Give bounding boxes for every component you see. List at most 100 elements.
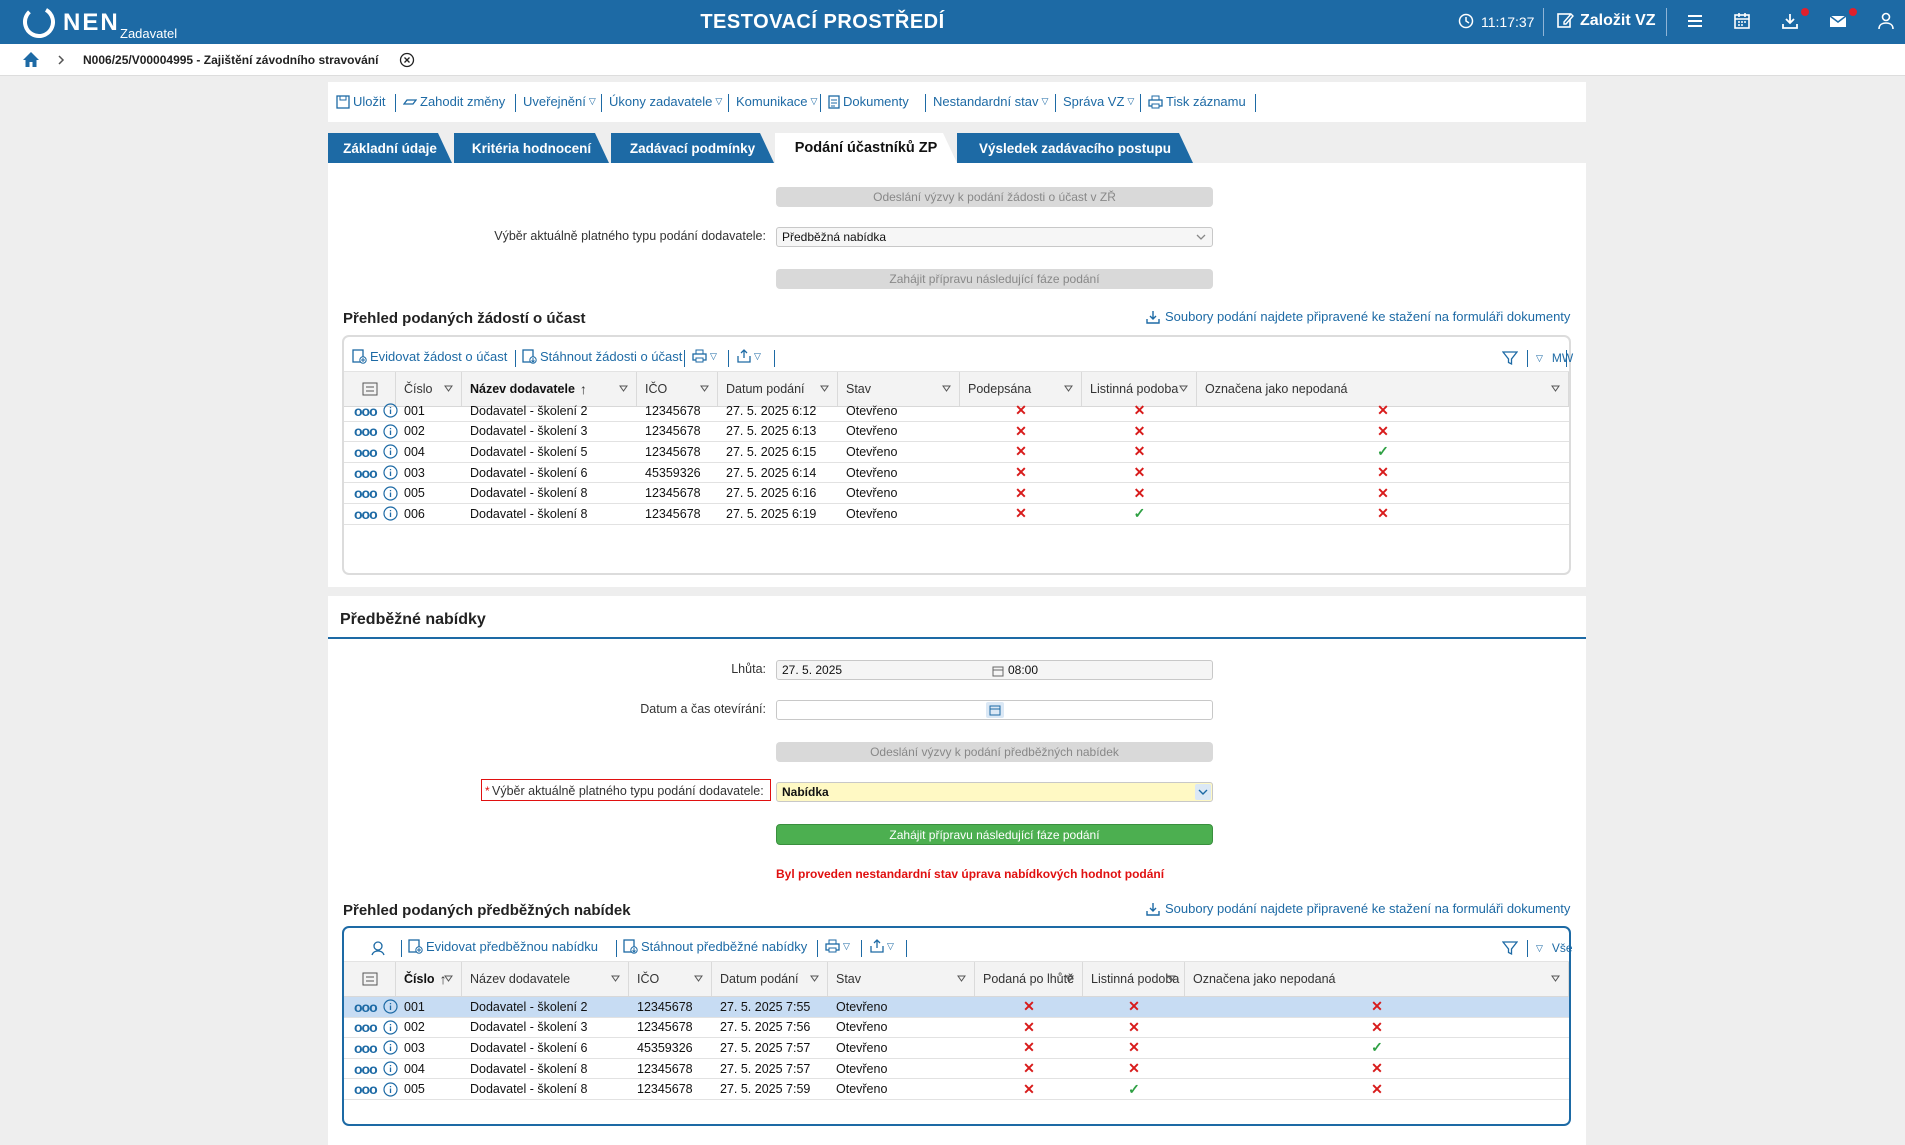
column-filter-icon[interactable] [1065,975,1074,982]
column-header-4[interactable]: Datum podání [712,962,828,996]
tab-zakladni-udaje[interactable]: Základní údaje [328,133,452,163]
column-header-6[interactable]: Podepsána [960,372,1082,406]
sort-ascending-icon[interactable]: ↑ [439,971,447,987]
info-icon[interactable] [383,506,398,521]
more-options-icon[interactable]: ooo [354,485,378,502]
column-header-5[interactable]: Stav [838,372,960,406]
column-filter-icon[interactable] [694,975,703,982]
user-icon[interactable] [1877,12,1895,30]
column-filter-icon[interactable] [810,975,819,982]
column-header-5[interactable]: Stav [828,962,975,996]
column-header-2[interactable]: Název dodavatele [462,962,629,996]
column-header-4[interactable]: Datum podání [718,372,838,406]
column-filter-icon[interactable] [1064,385,1073,392]
odeslani-vyzvy-zadost-button[interactable]: Odeslání výzvy k podání žádosti o účast … [776,187,1213,207]
table-row[interactable]: ooo 001 Dodavatel - školení 2 12345678 27. 5… [344,997,1569,1018]
column-filter-icon[interactable] [820,385,829,392]
table-row[interactable]: ooo 001 Dodavatel - školení 2 12345678 27. 5… [344,401,1569,422]
home-icon[interactable] [22,51,40,68]
ukony-zadavatele-menu[interactable]: Úkony zadavatele ▽ [609,94,723,109]
column-filter-icon[interactable] [957,975,966,982]
column-header-6[interactable]: Podaná po lhůtě [975,962,1083,996]
column-filter-icon[interactable] [700,385,709,392]
column-filter-icon[interactable] [619,385,628,392]
column-header-3[interactable]: IČO [637,372,718,406]
column-header-8[interactable]: Označena jako nepodaná [1197,372,1569,406]
zahajit-pripravu-button[interactable]: Zahájit přípravu následující fáze podání [776,824,1213,845]
sort-ascending-icon[interactable]: ↑ [579,381,587,397]
more-options-icon[interactable]: ooo [354,998,378,1015]
column-header-8[interactable]: Označena jako nepodaná [1185,962,1569,996]
save-button[interactable]: Uložit [336,94,386,109]
more-options-icon[interactable]: ooo [354,505,378,522]
column-header-3[interactable]: IČO [629,962,712,996]
edit-icon[interactable] [1556,11,1574,29]
more-options-icon[interactable]: ooo [354,1019,378,1036]
column-filter-icon[interactable] [942,385,951,392]
table-row[interactable]: ooo 006 Dodavatel - školení 8 12345678 27. 5… [344,504,1569,525]
table-row[interactable]: ooo 003 Dodavatel - školení 6 45359326 27. 5… [344,1038,1569,1059]
info-icon[interactable] [383,1061,398,1076]
calendar-icon[interactable] [992,665,1004,677]
evidovat-nabidku-button[interactable]: Evidovat předběžnou nabídku [408,939,598,954]
stahnout-nabidky-button[interactable]: Stáhnout předběžné nabídky [623,939,807,954]
download-icon[interactable] [1781,12,1799,30]
soubory-dokumenty-link[interactable]: Soubory podání najdete připravené ke sta… [1146,309,1570,324]
tab-zadavaci-podminky[interactable]: Zadávací podmínky [611,133,774,163]
discard-changes-button[interactable]: Zahodit změny [403,94,505,109]
column-filter-icon[interactable] [1551,975,1560,982]
column-header-2[interactable]: Název dodavatele ↑ [462,372,637,406]
table-row[interactable]: ooo 005 Dodavatel - školení 8 12345678 27. 5… [344,1079,1569,1100]
nestandardni-stav-menu[interactable]: Nestandardní stav ▽ [933,94,1049,109]
info-icon[interactable] [383,1082,398,1097]
column-header-7[interactable]: Listinná podoba [1082,372,1197,406]
more-options-icon[interactable]: ooo [354,1039,378,1056]
breadcrumb-current[interactable]: N006/25/V00004995 - Zajištění závodního … [83,53,379,67]
tab-podani-ucastniku[interactable]: Podání účastníků ZP [775,133,957,163]
menu-icon[interactable] [1686,12,1704,30]
more-options-icon[interactable]: ooo [354,1081,378,1098]
evidovat-zadost-button[interactable]: Evidovat žádost o účast [352,349,507,364]
filter-icon[interactable] [1502,350,1518,366]
info-icon[interactable] [383,999,398,1014]
info-icon[interactable] [383,465,398,480]
komunikace-menu[interactable]: Komunikace ▽ [736,94,818,109]
vyber-typu-select[interactable]: Předběžná nabídka [776,227,1213,247]
dropdown-button[interactable] [1195,784,1211,800]
info-icon[interactable] [383,403,398,418]
more-options-icon[interactable]: ooo [354,423,378,440]
table-row[interactable]: ooo 002 Dodavatel - školení 3 12345678 27. 5… [344,422,1569,443]
close-icon[interactable] [399,52,415,68]
print-menu[interactable]: ▽ [692,349,717,363]
tab-vysledek-zadavaciho-postupu[interactable]: Výsledek zadávacího postupu [957,133,1193,163]
more-options-icon[interactable]: ooo [354,1060,378,1077]
zalozit-vz-button[interactable]: Založit VZ [1580,12,1656,29]
column-header-1[interactable]: Číslo [396,372,462,406]
column-filter-icon[interactable] [1167,975,1176,982]
table-row[interactable]: ooo 003 Dodavatel - školení 6 45359326 27. 5… [344,463,1569,484]
stahnout-zadosti-button[interactable]: Stáhnout žádosti o účast [522,349,682,364]
info-icon[interactable] [383,444,398,460]
column-filter-icon[interactable] [611,975,620,982]
view-select[interactable]: ▽ Vše [1536,941,1573,955]
calendar-icon[interactable] [1733,12,1751,30]
column-header-1[interactable]: Číslo ↑ [396,962,462,996]
export-menu[interactable]: ▽ [870,939,894,953]
column-settings[interactable] [344,372,396,406]
info-icon[interactable] [383,424,398,439]
print-menu[interactable]: ▽ [825,939,850,953]
filter-icon[interactable] [1502,940,1518,956]
table-row[interactable]: ooo 002 Dodavatel - školení 3 12345678 27. 5… [344,1018,1569,1039]
more-options-icon[interactable]: ooo [354,464,378,481]
info-icon[interactable] [383,486,398,501]
user-group-icon[interactable] [370,940,386,956]
column-settings[interactable] [344,962,396,996]
mail-icon[interactable] [1829,12,1847,30]
column-filter-icon[interactable] [444,385,453,392]
more-options-icon[interactable]: ooo [354,402,378,419]
zahajit-pripravu-button[interactable]: Zahájit přípravu následující fáze podání [776,269,1213,289]
uverejneni-menu[interactable]: Uveřejnění ▽ [523,94,596,109]
soubory-dokumenty-link[interactable]: Soubory podání najdete připravené ke sta… [1146,901,1570,916]
tisk-zaznamu-button[interactable]: Tisk záznamu [1148,94,1246,109]
dokumenty-button[interactable]: Dokumenty [828,94,909,109]
